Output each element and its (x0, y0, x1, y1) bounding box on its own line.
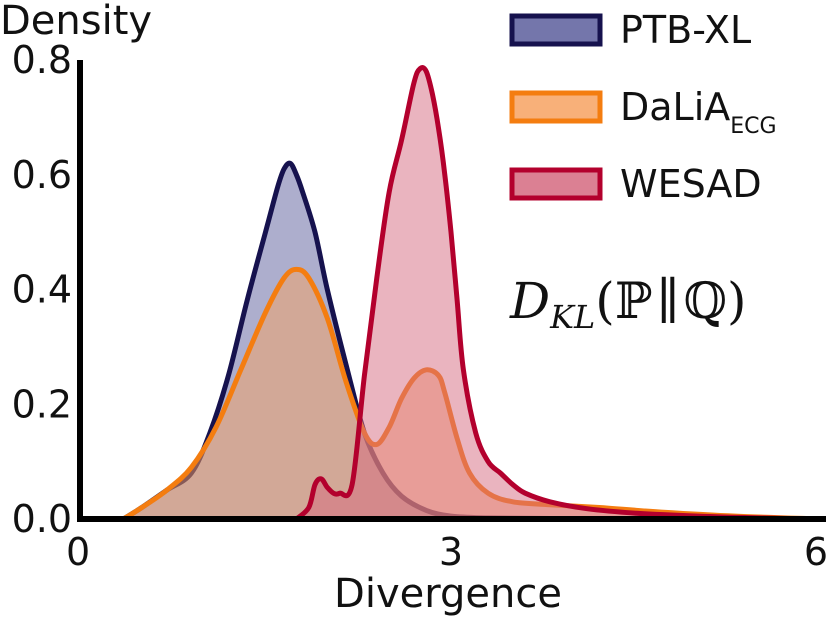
series-layer (121, 65, 823, 522)
kl-divergence-annotation: DKL(ℙ∥ℚ) (509, 272, 747, 336)
x-axis-title: Divergence (334, 571, 562, 617)
y-axis-title: Density (0, 0, 152, 44)
annotation-d: D (509, 272, 550, 330)
y-tick-labels: 0.0 0.2 0.4 0.6 0.8 (12, 38, 72, 541)
annotation-q: ℚ (683, 272, 727, 330)
legend-label-dalia-ecg: DaLiAECG (620, 85, 777, 139)
annotation-subscript: KL (549, 298, 595, 336)
y-tick-label: 0.0 (12, 497, 72, 541)
legend-swatch-ptb-xl (509, 13, 603, 47)
legend-label-wesad: WESAD (620, 162, 762, 206)
annotation-close: ) (727, 272, 747, 330)
legend: PTB-XL DaLiAECG WESAD (509, 8, 777, 206)
axes-layer (77, 60, 826, 522)
y-tick-label: 0.4 (12, 268, 72, 312)
y-tick-label: 0.8 (12, 38, 72, 82)
x-tick-label: 0 (66, 530, 90, 574)
legend-swatch-dalia-ecg (509, 90, 603, 124)
y-tick-label: 0.6 (12, 153, 72, 197)
annotation-sep: ∥ (656, 272, 679, 330)
area-wesad (296, 67, 822, 519)
x-tick-label: 6 (804, 530, 828, 574)
legend-swatch-wesad (509, 167, 603, 201)
y-tick-label: 0.2 (12, 382, 72, 426)
area-dalia-ecg (123, 269, 823, 519)
annotation-open: ( (595, 272, 615, 330)
x-tick-labels: 0 3 6 (66, 530, 828, 574)
annotation-p: ℙ (615, 272, 653, 330)
line-wesad (294, 65, 823, 522)
legend-label-ptb-xl: PTB-XL (620, 8, 751, 52)
x-tick-label: 3 (439, 530, 463, 574)
